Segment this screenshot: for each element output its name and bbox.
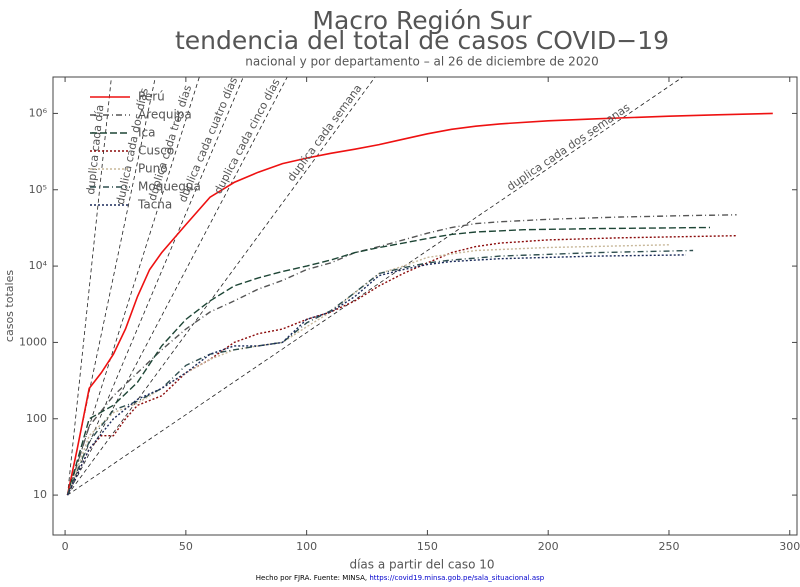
- reference-label: duplica cada dos semanas: [504, 101, 632, 194]
- y-tick-label: 10: [33, 488, 47, 501]
- chart-subtitle: tendencia del total de casos COVID−19: [175, 26, 669, 55]
- source-note: Hecho por FJRA. Fuente: MINSA, https://c…: [256, 574, 545, 582]
- x-tick-label: 0: [62, 540, 69, 553]
- plot-frame: [52, 76, 798, 536]
- legend-label: Arequipa: [138, 108, 192, 122]
- chart-title: Macro Región Sur: [312, 6, 532, 35]
- series-line: [66, 235, 737, 496]
- y-tick-label: 10⁵: [29, 183, 47, 196]
- y-tick-label: 100: [26, 412, 47, 425]
- legend-label: Moquegua: [138, 180, 201, 194]
- y-axis-label: casos totales: [3, 270, 16, 342]
- y-tick-label: 10⁶: [29, 106, 48, 119]
- plot-area: [66, 77, 773, 496]
- y-tick-label: 10⁴: [29, 259, 48, 272]
- legend-label: Cusco: [138, 144, 174, 158]
- reference-label: duplica cada semana: [285, 82, 365, 184]
- x-tick-label: 250: [658, 540, 679, 553]
- legend-label: Ica: [138, 126, 156, 140]
- x-axis-label: días a partir del caso 10: [349, 558, 494, 572]
- series-line: [66, 244, 670, 496]
- reference-line: [67, 77, 112, 496]
- reference-line: [67, 77, 288, 496]
- series-line: [66, 254, 686, 496]
- legend-label: Perú: [138, 90, 165, 104]
- reference-line: [67, 77, 376, 496]
- legend-label: Puno: [138, 162, 168, 176]
- reference-label: duplica cada día: [84, 104, 106, 195]
- legend-label: Tacna: [137, 198, 172, 212]
- reference-line: [67, 77, 200, 496]
- series-line: [66, 214, 737, 496]
- x-tick-label: 200: [538, 540, 559, 553]
- source-link[interactable]: https://covid19.minsa.gob.pe/sala_situac…: [369, 574, 544, 582]
- x-tick-label: 150: [417, 540, 438, 553]
- x-tick-label: 50: [179, 540, 193, 553]
- x-tick-label: 300: [779, 540, 800, 553]
- reference-line: [67, 77, 244, 496]
- series-line: [66, 112, 773, 496]
- x-tick-label: 100: [296, 540, 317, 553]
- series-line: [66, 226, 711, 496]
- source: Hecho por FJRA. Fuente: MINSA,: [256, 574, 367, 582]
- chart-caption: nacional y por departamento – al 26 de d…: [245, 55, 598, 69]
- y-tick-label: 1000: [19, 335, 47, 348]
- reference-line: [67, 77, 684, 496]
- series-line: [66, 249, 694, 496]
